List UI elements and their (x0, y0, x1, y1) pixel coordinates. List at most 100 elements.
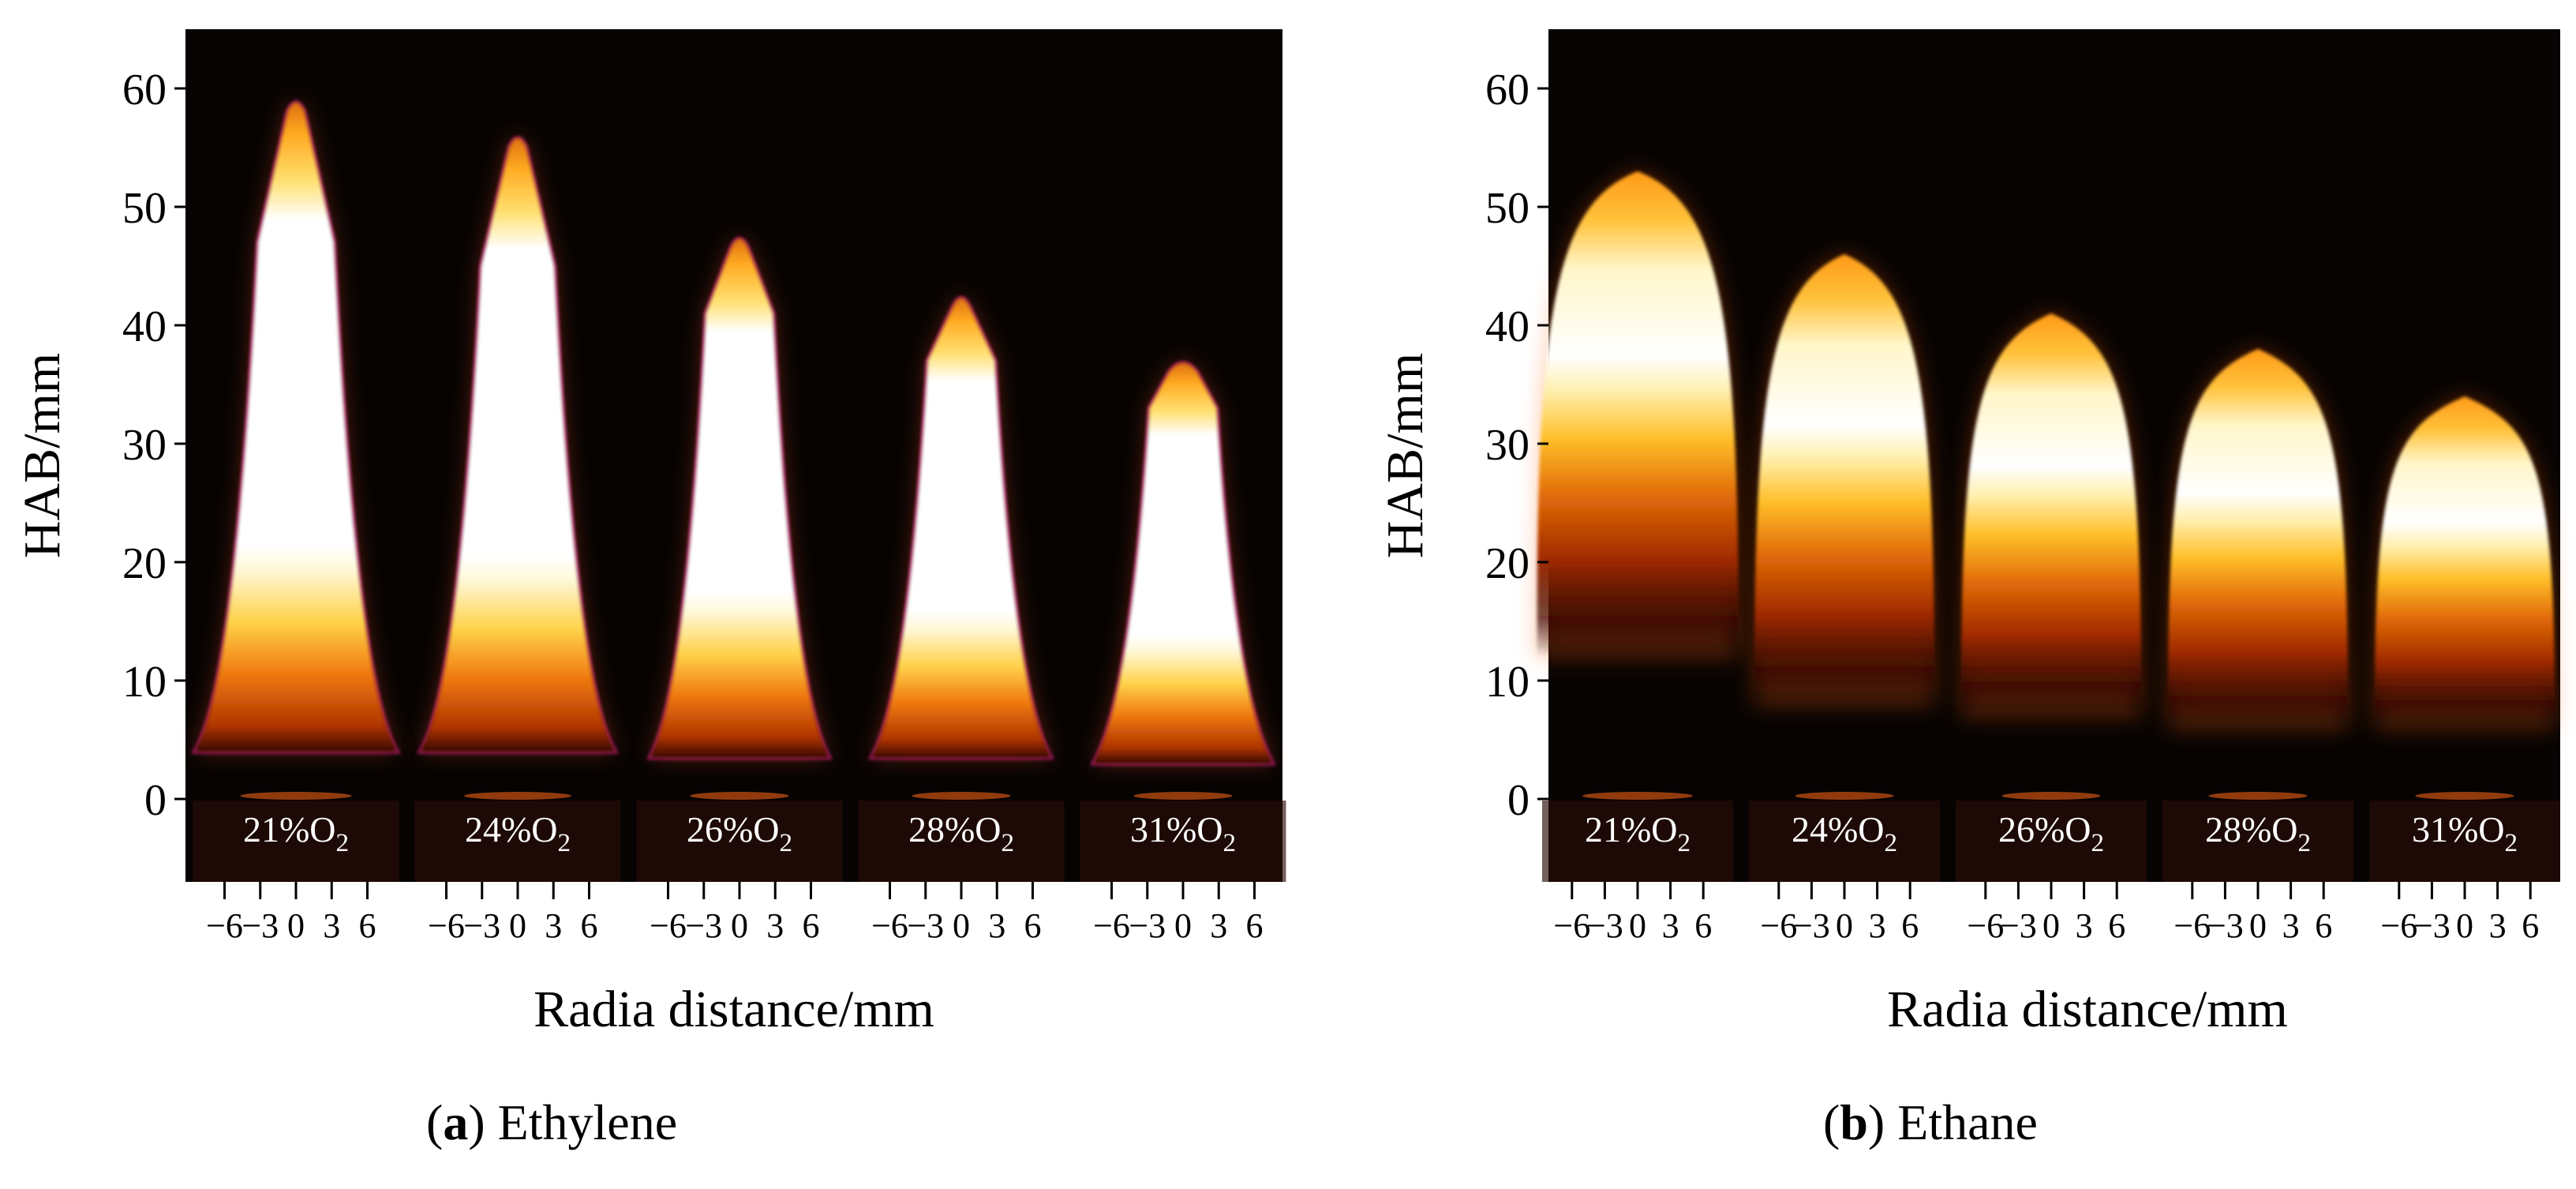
flame-label: 28%O2 (908, 809, 1014, 857)
x-tick-label: 6 (1024, 906, 1041, 945)
flame (1537, 171, 1739, 657)
x-tick-label: 3 (323, 906, 340, 945)
burner-glint (240, 792, 352, 800)
burner-base (858, 801, 1065, 882)
burner-base (2369, 801, 2560, 882)
caption-close: ) (1867, 1094, 1898, 1150)
burner-base (2162, 801, 2353, 882)
x-tick-label: 0 (509, 906, 526, 945)
x-tick-label: 6 (358, 906, 376, 945)
caption-ethane: (b) Ethane (1823, 1093, 2038, 1152)
flame (871, 298, 1051, 758)
y-tick-label: 60 (1485, 66, 1530, 114)
burner-glint (2415, 792, 2514, 800)
x-tick-label: 6 (2108, 906, 2125, 945)
x-tick-label: −6 (871, 906, 908, 945)
x-tick-label: −6 (1760, 906, 1797, 945)
burner-glint (912, 792, 1011, 800)
flame-label: 24%O2 (465, 809, 571, 857)
caption-letter: b (1840, 1094, 1868, 1150)
burner-glint (2208, 792, 2308, 800)
y-tick-label: 40 (122, 302, 167, 351)
flame (650, 238, 829, 758)
caption-close: ) (468, 1094, 498, 1150)
y-tick-label: 40 (1485, 302, 1530, 351)
flame-label: 31%O2 (2412, 809, 2518, 857)
x-tick-label: 0 (953, 906, 970, 945)
x-tick-label: 3 (988, 906, 1005, 945)
burner-glint (1795, 792, 1894, 800)
x-tick-label: 6 (1245, 906, 1263, 945)
flame-label: 21%O2 (243, 809, 349, 857)
x-tick-label: −3 (907, 906, 944, 945)
x-tick-label: 6 (802, 906, 819, 945)
x-tick-label: −3 (1793, 906, 1830, 945)
x-tick-label: 0 (2456, 906, 2473, 945)
x-tick-label: 3 (1869, 906, 1886, 945)
y-tick-label: 0 (1507, 776, 1530, 825)
x-tick-label: −6 (2380, 906, 2417, 945)
y-tick-label: 10 (122, 658, 167, 707)
burner-glint (1582, 792, 1693, 800)
x-axis-label: Radia distance/mm (534, 981, 934, 1038)
x-axis-label: Radia distance/mm (1887, 981, 2288, 1038)
panel-ethylene: 21%O2 24%O2 26%O2 28%O2 31%O20102030405060HA… (13, 29, 1286, 1038)
burner-glint (1133, 792, 1233, 800)
x-tick-label: 0 (1629, 906, 1646, 945)
y-axis-label: HAB/mm (13, 353, 71, 558)
burner-base (414, 801, 621, 882)
flame-label: 26%O2 (1998, 809, 2104, 857)
x-tick-label: 0 (731, 906, 748, 945)
flame (2375, 396, 2555, 728)
x-tick-label: 0 (1836, 906, 1853, 945)
burner-base (1749, 801, 1940, 882)
flame (1961, 313, 2141, 716)
x-tick-label: 3 (1662, 906, 1679, 945)
x-tick-label: 6 (2315, 906, 2332, 945)
flame-label: 26%O2 (687, 809, 792, 857)
x-tick-label: 0 (2249, 906, 2267, 945)
y-tick-label: 30 (1485, 421, 1530, 470)
caption-open: ( (426, 1094, 444, 1150)
x-tick-label: −3 (2413, 906, 2451, 945)
x-tick-label: −3 (1129, 906, 1166, 945)
caption-text: Ethane (1897, 1094, 2038, 1150)
x-tick-label: −6 (650, 906, 687, 945)
burner-base (1080, 801, 1286, 882)
y-tick-label: 60 (122, 66, 167, 114)
flame-label: 24%O2 (1792, 809, 1897, 857)
y-tick-label: 20 (1485, 539, 1530, 588)
x-tick-label: 3 (2489, 906, 2507, 945)
panel-ethane: 21%O2 24%O2 26%O2 28%O2 31%O20102030405060HA… (1376, 29, 2560, 1038)
x-tick-label: 3 (1210, 906, 1227, 945)
flame (420, 138, 616, 752)
flame (194, 103, 398, 752)
y-axis-label: HAB/mm (1376, 353, 1434, 558)
x-tick-label: −3 (2000, 906, 2037, 945)
x-tick-label: −3 (463, 906, 500, 945)
flame-label: 31%O2 (1130, 809, 1236, 857)
x-tick-label: −6 (1553, 906, 1590, 945)
burner-glint (464, 792, 571, 800)
caption-ethylene: (a) Ethylene (426, 1093, 677, 1152)
x-tick-label: 6 (580, 906, 597, 945)
x-tick-label: 0 (1174, 906, 1192, 945)
flame-label: 28%O2 (2205, 809, 2311, 857)
x-tick-label: −6 (1967, 906, 2004, 945)
x-tick-label: 6 (1901, 906, 1919, 945)
x-tick-label: 0 (2042, 906, 2060, 945)
caption-letter: a (443, 1094, 469, 1150)
x-tick-label: −3 (685, 906, 722, 945)
flame (1093, 363, 1273, 763)
caption-text: Ethylene (497, 1094, 678, 1150)
x-tick-label: −3 (242, 906, 279, 945)
flame (2168, 349, 2348, 728)
x-tick-label: 6 (2522, 906, 2539, 945)
burner-base (193, 801, 399, 882)
y-tick-label: 50 (122, 184, 167, 233)
x-tick-label: −6 (2174, 906, 2211, 945)
burner-glint (690, 792, 789, 800)
x-tick-label: −6 (1093, 906, 1130, 945)
burner-glint (2001, 792, 2101, 800)
